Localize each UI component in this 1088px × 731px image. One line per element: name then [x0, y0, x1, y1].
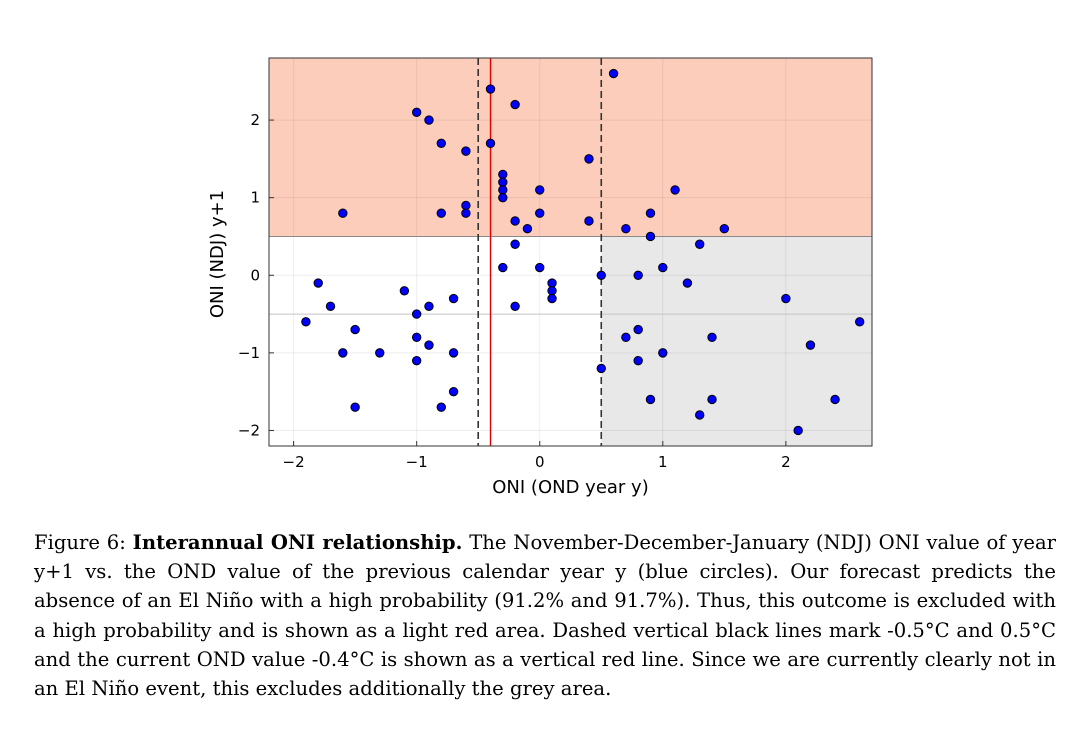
data-point: [535, 185, 545, 195]
data-point: [621, 224, 631, 234]
data-point: [670, 185, 680, 195]
x-tick-label: −2: [283, 453, 305, 471]
x-tick-label: 2: [781, 453, 791, 471]
data-point: [633, 355, 643, 366]
figure-caption: Figure 6: Interannual ONI relationship. …: [34, 528, 1056, 703]
x-tick-label: −1: [406, 453, 428, 471]
data-point: [781, 293, 791, 304]
data-point: [707, 394, 717, 405]
data-points: [301, 68, 865, 436]
data-point: [621, 332, 631, 343]
data-point: [338, 348, 348, 358]
data-point: [461, 208, 471, 218]
data-point: [645, 394, 656, 405]
x-tick-label: 0: [535, 453, 545, 471]
caption-title: Interannual ONI relationship.: [132, 531, 463, 554]
data-point: [547, 293, 557, 304]
caption-body: The November-December-January (NDJ) ONI …: [34, 531, 1057, 701]
data-point: [448, 386, 459, 397]
data-point: [498, 185, 508, 195]
reference-lines: [269, 58, 872, 446]
data-point: [522, 224, 533, 234]
data-point: [719, 224, 730, 234]
data-point: [424, 115, 434, 125]
data-point: [695, 410, 705, 420]
data-point: [707, 332, 717, 343]
data-point: [547, 286, 557, 296]
data-point: [535, 262, 545, 273]
region-excluded-grey: [601, 236, 872, 446]
data-point: [485, 138, 496, 149]
data-point: [682, 278, 693, 288]
data-point: [375, 348, 385, 358]
caption-label: Figure 6:: [34, 531, 126, 554]
data-point: [695, 239, 705, 249]
data-point: [645, 208, 656, 218]
data-point: [596, 363, 606, 374]
data-point: [411, 107, 422, 118]
data-point: [793, 425, 803, 436]
shaded-regions: [269, 58, 872, 446]
y-tick-label: 1: [250, 189, 260, 207]
data-point: [584, 154, 594, 164]
data-point: [805, 340, 816, 350]
y-axis-title: ONI (NDJ) y+1: [207, 190, 228, 318]
data-point: [338, 208, 348, 218]
data-point: [510, 216, 520, 226]
data-point: [411, 332, 422, 343]
data-point: [424, 340, 434, 350]
data-point: [584, 216, 594, 226]
data-point: [510, 239, 520, 249]
data-point: [658, 348, 668, 358]
data-point: [313, 278, 323, 288]
data-point: [547, 278, 557, 288]
data-point: [436, 208, 446, 218]
region-excluded-light-red: [269, 58, 872, 237]
data-point: [854, 317, 865, 327]
grid-lines: [269, 58, 872, 446]
axis-ticks: −2 −1 0 1 2 −2 −1 0 1 2: [238, 111, 791, 471]
data-point: [411, 355, 422, 366]
data-point: [498, 192, 508, 203]
data-point: [608, 68, 619, 79]
data-point: [658, 262, 668, 273]
oni-scatter-chart: −2 −1 0 1 2 −2 −1 0 1 2 ONI (OND year y) ONI (NDJ…: [207, 57, 873, 498]
data-point: [325, 301, 336, 312]
data-point: [350, 324, 360, 335]
data-point: [350, 402, 360, 412]
data-point: [301, 317, 311, 327]
data-point: [498, 169, 508, 180]
data-point: [510, 301, 520, 312]
data-point: [485, 84, 496, 94]
data-point: [436, 402, 446, 412]
data-point: [436, 138, 446, 149]
data-point: [461, 146, 471, 156]
data-point: [498, 262, 508, 273]
data-point: [633, 270, 643, 280]
data-point: [510, 99, 520, 110]
data-point: [448, 348, 459, 358]
data-point: [535, 208, 545, 218]
data-point: [411, 309, 422, 319]
data-point: [461, 200, 471, 211]
y-tick-label: 2: [250, 111, 260, 129]
data-point: [424, 301, 434, 312]
data-point: [399, 286, 410, 296]
data-point: [830, 394, 840, 405]
data-point: [645, 231, 656, 242]
plot-frame: [268, 57, 873, 447]
x-axis-title: ONI (OND year y): [492, 477, 648, 498]
y-tick-label: −2: [238, 421, 260, 439]
y-tick-label: −1: [238, 344, 260, 362]
x-tick-label: 1: [658, 453, 668, 471]
data-point: [596, 270, 606, 280]
y-tick-label: 0: [250, 266, 260, 284]
data-point: [448, 293, 459, 304]
data-point: [498, 177, 508, 187]
data-point: [633, 324, 643, 335]
